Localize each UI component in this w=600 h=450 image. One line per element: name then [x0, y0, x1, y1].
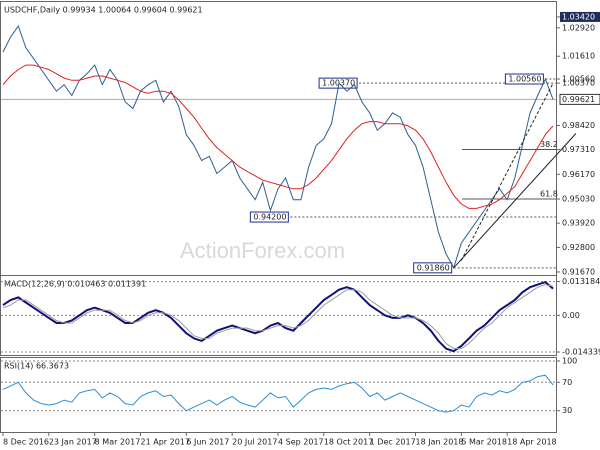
panel-title: RSI(14) 66.3673 [4, 362, 69, 371]
y-tick-label: 0.96170 [562, 170, 595, 179]
x-tick-label: 6 Jun 2017 [186, 438, 229, 447]
series-line [2, 25, 554, 270]
panel-title: MACD(12,26,9) 0.010463 0.011391 [4, 280, 146, 289]
x-tick-label: 23 Jan 2017 [49, 438, 97, 447]
tick-box [560, 11, 600, 22]
trendline [453, 133, 577, 269]
series-line [2, 284, 554, 350]
y-tick-label: 0.98420 [562, 121, 595, 130]
y-tick-label: 0.97310 [562, 145, 595, 154]
current-price-label: 0.99621 [562, 95, 595, 104]
annotation-box [413, 262, 453, 274]
x-tick-label: 18 Oct 2017 [324, 438, 373, 447]
x-tick-label: 20 Jul 2017 [232, 438, 277, 447]
series-line [2, 64, 554, 209]
x-tick-label: 18 Jan 2018 [416, 438, 464, 447]
panel-title: USDCHF,Daily 0.99934 1.00064 0.99604 0.9… [4, 6, 203, 15]
x-tick-label: 18 Apr 2018 [507, 438, 556, 447]
annotation-box [504, 73, 544, 85]
y-tick-label: 1.02920 [562, 23, 595, 32]
y-tick-label: 30 [562, 406, 572, 415]
x-tick-label: 21 Apr 2017 [141, 438, 190, 447]
x-tick-label: 4 Sep 2017 [278, 438, 324, 447]
y-tick-label: 0.95030 [562, 195, 595, 204]
y-tick-label: 100 [562, 357, 577, 366]
panel-frame [0, 1, 557, 276]
y-tick-label: 0.013184 [562, 277, 600, 286]
fib-label: 61.8 [540, 190, 558, 199]
x-tick-label: 8 Dec 2016 [3, 438, 49, 447]
y-tick-label: 70 [562, 378, 572, 387]
y-tick-label: 0.91670 [562, 267, 595, 276]
x-tick-label: 1 Dec 2017 [370, 438, 416, 447]
x-tick-label: 5 Mar 2018 [461, 438, 507, 447]
annotation-label: 0.91860 [417, 263, 450, 272]
annotation-label: 1.00560 [508, 75, 541, 84]
annotation-box [249, 211, 289, 223]
series-line [2, 374, 554, 413]
annotation-label: 0.94200 [253, 213, 286, 222]
x-tick-label: 8 Mar 2017 [95, 438, 141, 447]
trendline [460, 83, 554, 261]
y-tick-label: -0.014339 [562, 348, 600, 357]
y-tick-label: 0.92800 [562, 243, 595, 252]
y-tick-label: 1.01610 [562, 52, 595, 61]
y-tick-label: 0.93920 [562, 219, 595, 228]
y-tick-label: 1.00560 [562, 75, 595, 84]
y-tick-label: 1.03420 [562, 12, 595, 21]
y-tick-label: 0.00 [562, 311, 580, 320]
fib-label: 38.2 [540, 140, 558, 149]
y-tick-label: 1.00370 [562, 79, 595, 88]
current-price-box [559, 93, 600, 105]
watermark: ActionForex.com [180, 238, 345, 263]
panel-frame [0, 357, 557, 433]
series-line [2, 280, 554, 353]
